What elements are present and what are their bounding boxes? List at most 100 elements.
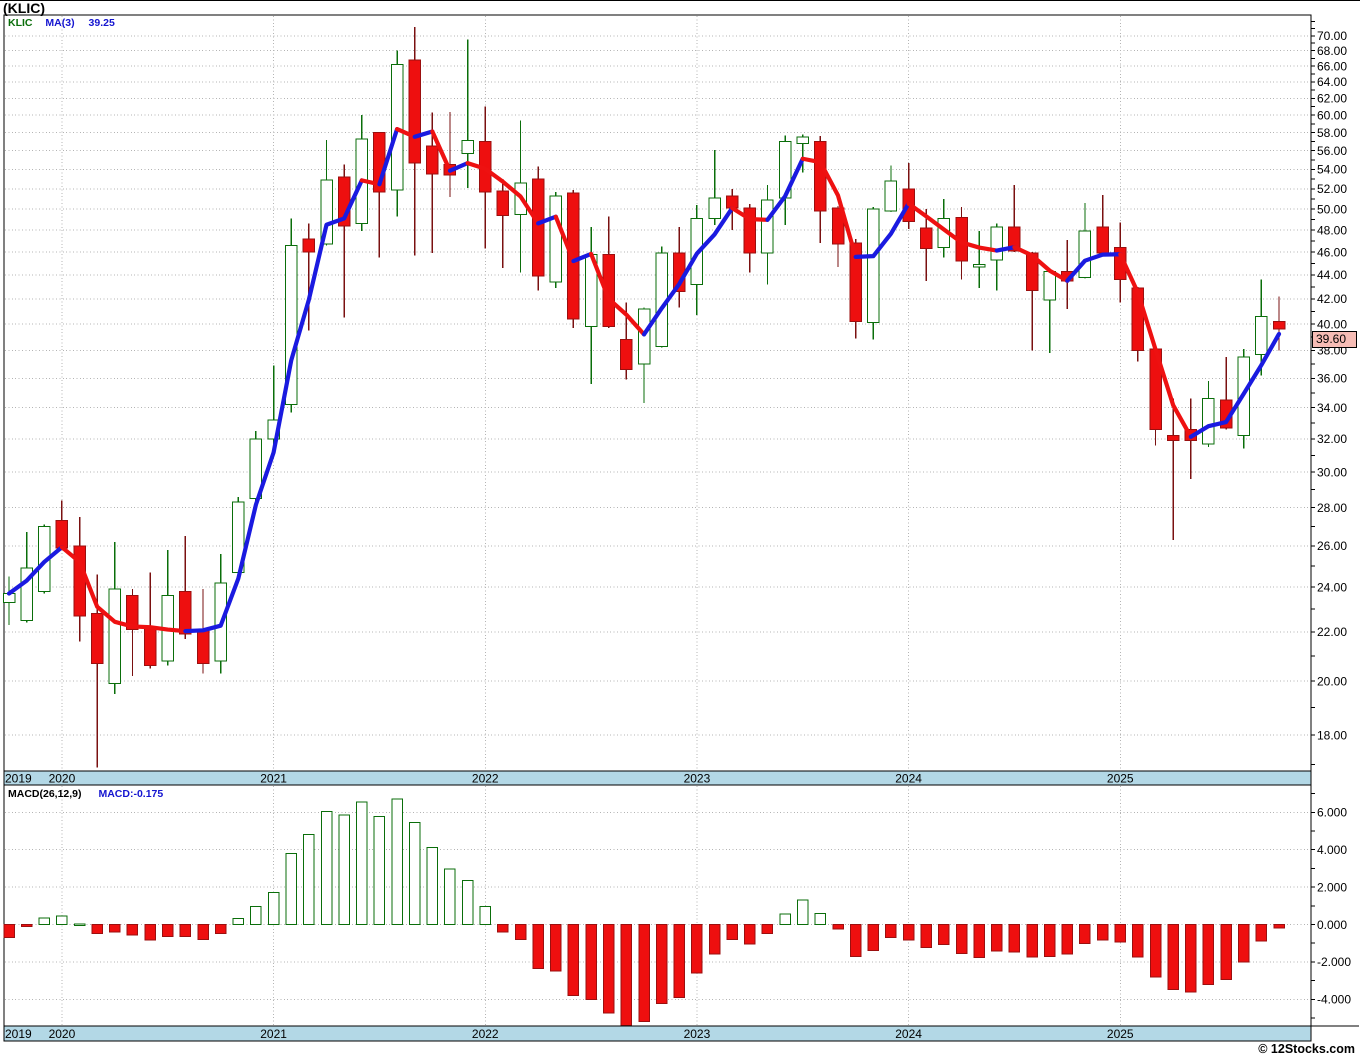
macd-bar (91, 924, 103, 934)
ma-line (571, 251, 594, 264)
price-tick-label: 28.00 (1317, 501, 1347, 515)
year-label: 2021 (260, 772, 287, 786)
macd-bar (726, 924, 738, 940)
year-label: 2023 (684, 1027, 711, 1041)
price-tick-label: 54.00 (1317, 163, 1347, 177)
candle (761, 199, 774, 254)
symbol-label: KLIC (8, 17, 33, 29)
year-axis-bar (3, 1025, 1312, 1042)
candle (55, 520, 69, 549)
macd-bar (938, 924, 950, 946)
ma-label: MA(3) (45, 17, 75, 29)
price-tick-label: 30.00 (1317, 465, 1347, 479)
macd-bar (3, 924, 15, 939)
ma-line (536, 214, 558, 226)
candle (849, 242, 862, 322)
macd-bar (1008, 924, 1021, 953)
macd-bar (497, 924, 509, 933)
candle (496, 190, 510, 216)
macd-bar (902, 924, 915, 941)
price-tick-label: 44.00 (1317, 268, 1347, 282)
candle (531, 178, 545, 277)
ma-value: 39.25 (88, 17, 115, 29)
candle (426, 145, 439, 175)
price-tick-label: 42.00 (1317, 292, 1347, 306)
macd-bar (814, 912, 827, 925)
macd-bar (885, 924, 897, 939)
price-tick-label: 64.00 (1317, 75, 1347, 89)
candle (1202, 398, 1215, 445)
ma-line (730, 205, 770, 222)
price-tick-label: 50.00 (1317, 202, 1347, 216)
price-tick-label: 70.00 (1317, 29, 1347, 43)
ma-line (1012, 245, 1070, 283)
macd-bar (797, 899, 809, 926)
price-tick-label: 52.00 (1317, 182, 1347, 196)
candle (302, 238, 316, 253)
ma-line (394, 127, 417, 139)
macd-bar (779, 913, 791, 926)
year-label: 2022 (472, 1027, 499, 1041)
macd-bar (867, 924, 880, 951)
candle (620, 339, 633, 371)
price-tick-label: 60.00 (1317, 108, 1347, 122)
macd-panel-legend: MACD(26,12,9) MACD:-0.175 (8, 788, 163, 800)
candle (461, 140, 474, 154)
macd-bar (267, 892, 280, 926)
candle (1043, 270, 1056, 301)
price-tick-label: 26.00 (1317, 539, 1347, 553)
macd-bar (973, 924, 985, 959)
candle (884, 180, 898, 212)
macd-bar (1273, 924, 1285, 929)
macd-bar (1237, 924, 1250, 963)
candle (90, 612, 104, 664)
ma-line (1065, 252, 1123, 283)
ma-line (994, 245, 1017, 253)
candle (108, 588, 122, 685)
macd-bar (532, 924, 544, 970)
candle (196, 629, 210, 664)
macd-bar (1026, 924, 1038, 958)
macd-bar (338, 814, 350, 926)
copyright: © 12Stocks.com (1258, 1042, 1355, 1056)
macd-bar (126, 924, 139, 936)
candle (1166, 435, 1180, 442)
ma-line (1188, 331, 1282, 439)
year-label: 2020 (49, 1027, 76, 1041)
candle (1008, 226, 1021, 252)
macd-bar (1149, 924, 1162, 978)
macd-bar (73, 923, 86, 927)
price-tick-label: 18.00 (1317, 729, 1347, 743)
ma-line (412, 129, 435, 139)
year-label: 2019 (5, 772, 32, 786)
ma-line (59, 545, 188, 634)
macd-bar (708, 924, 721, 955)
macd-bar (56, 915, 68, 926)
price-tick-label: 34.00 (1317, 401, 1347, 415)
macd-bar (232, 918, 245, 925)
candle (1255, 315, 1268, 355)
macd-bar (1079, 924, 1091, 945)
macd-bar (550, 924, 562, 972)
macd-bar (1132, 924, 1144, 958)
year-label: 2020 (49, 772, 76, 786)
candle (284, 244, 298, 406)
candle (919, 227, 933, 250)
macd-bar (373, 816, 386, 926)
macd-bar (20, 924, 33, 928)
macd-bar (109, 924, 121, 933)
candle (972, 263, 986, 268)
price-tick-label: 24.00 (1317, 580, 1347, 594)
macd-bar (1202, 924, 1215, 985)
macd-bar (1167, 924, 1179, 991)
macd-bar (638, 924, 650, 1023)
macd-bar (514, 924, 527, 940)
ma-line (6, 545, 65, 596)
macd-bar (991, 924, 1003, 952)
candle (743, 207, 757, 254)
year-label: 2019 (5, 1027, 32, 1041)
candle (20, 567, 33, 621)
price-tick-label: 40.00 (1317, 317, 1347, 331)
macd-bar (1043, 924, 1056, 957)
